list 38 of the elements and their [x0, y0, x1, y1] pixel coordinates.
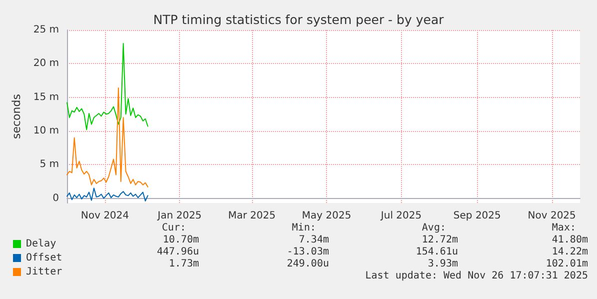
text: -13.03m — [286, 246, 329, 258]
legend-label: Offset — [26, 252, 62, 264]
x-tick-label: Jan 2025 — [156, 210, 202, 222]
text: Cur: — [162, 222, 186, 234]
text: 41.80m — [552, 234, 588, 246]
text: 102.01m — [546, 258, 588, 270]
y-tick-label: 25 m — [33, 24, 59, 36]
text: 154.61u — [416, 246, 458, 258]
legend-label: Delay — [26, 238, 56, 250]
x-tick-label: Nov 2025 — [528, 210, 576, 222]
y-tick-label: 15 m — [33, 92, 59, 103]
text: 10.70m — [162, 234, 199, 246]
y-tick-label: 5 m — [40, 159, 59, 170]
text: Avg: — [422, 222, 446, 234]
text: 7.34m — [298, 234, 329, 246]
y-tick-label: 10 m — [33, 125, 59, 136]
text: 1.73m — [168, 258, 199, 270]
text: Last update: Wed Nov 26 17:07:31 2025 — [365, 270, 588, 282]
text: 447.96u — [156, 246, 199, 258]
line-series — [66, 87, 148, 188]
text: Max: — [552, 222, 576, 234]
text: 12.72m — [422, 234, 458, 246]
y-tick-label: 20 m — [33, 58, 59, 70]
x-tick-label: Mar 2025 — [228, 210, 276, 222]
x-tick-label: Nov 2024 — [80, 210, 130, 222]
x-tick-label: Sep 2025 — [453, 210, 501, 222]
text: 3.93m — [428, 258, 458, 270]
y-axis-title: seconds — [10, 94, 23, 139]
legend-label: Jitter — [26, 266, 62, 278]
y-tick-label: 0 — [52, 192, 59, 204]
text: Min: — [292, 222, 316, 234]
x-tick-label: Jul 2025 — [380, 210, 422, 222]
text: 249.00u — [286, 258, 329, 270]
x-tick-label: May 2025 — [302, 210, 352, 222]
text: 14.22m — [552, 246, 588, 258]
line-series — [66, 42, 148, 130]
line-series — [66, 188, 148, 202]
chart-title: NTP timing statistics for system peer - by year — [153, 12, 445, 27]
